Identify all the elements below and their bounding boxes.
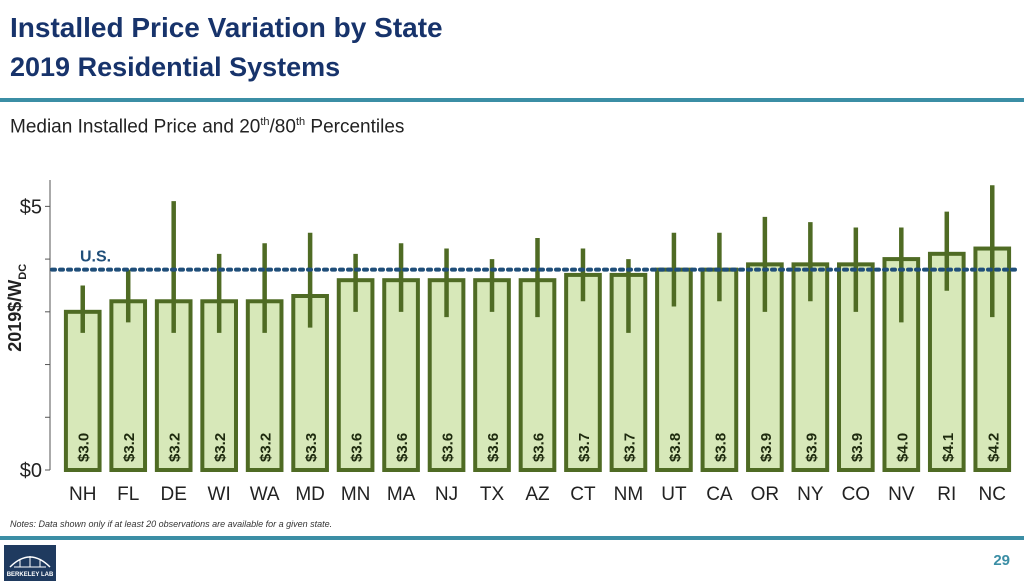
chart-title: Median Installed Price and 20th/80th Per… <box>10 116 404 138</box>
x-tick-label: CO <box>842 484 871 505</box>
data-label: $4.1 <box>940 433 957 462</box>
chart-title-end: Percentiles <box>305 116 405 138</box>
x-tick-label: MA <box>387 484 416 505</box>
x-tick-label: AZ <box>525 484 550 505</box>
data-label: $3.3 <box>303 433 320 462</box>
y-tick-label: $5 <box>20 196 42 218</box>
data-label: $3.6 <box>485 433 502 462</box>
chart-title-sup-1: th <box>260 116 270 128</box>
data-label: $3.0 <box>76 433 93 462</box>
data-label: $4.2 <box>985 433 1002 462</box>
data-label: $3.9 <box>758 433 775 462</box>
data-label: $4.0 <box>894 433 911 462</box>
x-tick-label: NC <box>979 484 1006 505</box>
x-tick-label: NV <box>888 484 915 505</box>
chart-title-mid: /80 <box>269 116 296 138</box>
top-divider <box>0 98 1024 102</box>
data-label: $3.6 <box>531 433 548 462</box>
x-tick-label: DE <box>160 484 186 505</box>
us-reference-label: U.S. <box>80 249 111 266</box>
bar <box>564 272 602 472</box>
bar <box>63 309 102 472</box>
slide-subtitle: 2019 Residential Systems <box>10 52 341 82</box>
x-tick-label: NJ <box>435 484 458 505</box>
x-tick-label: FL <box>117 484 139 505</box>
x-tick-label: NM <box>614 484 644 505</box>
chart-title-main: Median Installed Price and 20 <box>10 116 261 138</box>
data-label: $3.8 <box>667 433 684 462</box>
data-label: $3.2 <box>167 433 184 462</box>
x-tick-label: CT <box>570 484 596 505</box>
data-label: $3.9 <box>803 433 820 462</box>
data-label: $3.2 <box>212 433 229 462</box>
logo-text: BERKELEY LAB <box>6 572 54 578</box>
x-tick-label: TX <box>480 484 505 505</box>
data-label: $3.9 <box>849 433 866 462</box>
data-label: $3.6 <box>394 433 411 462</box>
bar <box>700 267 739 472</box>
bar <box>473 278 511 472</box>
x-tick-label: WA <box>250 484 280 505</box>
x-tick-label: OR <box>751 484 780 505</box>
bottom-divider <box>0 536 1024 540</box>
x-tick-label: NY <box>797 484 824 505</box>
data-label: $3.6 <box>440 433 457 462</box>
data-label: $3.2 <box>258 433 275 462</box>
data-label: $3.7 <box>621 433 638 462</box>
x-tick-label: MD <box>295 484 325 505</box>
data-label: $3.6 <box>349 433 366 462</box>
x-tick-label: CA <box>706 484 733 505</box>
data-label: $3.8 <box>712 433 729 462</box>
bar-chart: $0 $5 $3.0 NH $3.2 FL $3.2 DE $3.2 WI $3.2 WA $3.3 MD… <box>20 180 1017 505</box>
y-tick-label: $0 <box>20 460 42 482</box>
x-tick-label: NH <box>69 484 96 505</box>
x-tick-label: RI <box>937 484 956 505</box>
chart-title-sup-2: th <box>295 116 306 128</box>
x-tick-label: WI <box>208 484 231 505</box>
data-label: $3.2 <box>121 433 138 462</box>
chart-notes: Notes: Data shown only if at least 20 ob… <box>10 519 333 529</box>
lab-building-icon <box>9 556 51 568</box>
x-tick-label: UT <box>661 484 687 505</box>
x-tick-label: MN <box>341 484 371 505</box>
berkeley-lab-logo: BERKELEY LAB <box>4 545 56 581</box>
bar <box>382 278 420 472</box>
page-number: 29 <box>993 552 1010 569</box>
slide-title: Installed Price Variation by State <box>10 12 443 43</box>
data-label: $3.7 <box>576 433 593 462</box>
